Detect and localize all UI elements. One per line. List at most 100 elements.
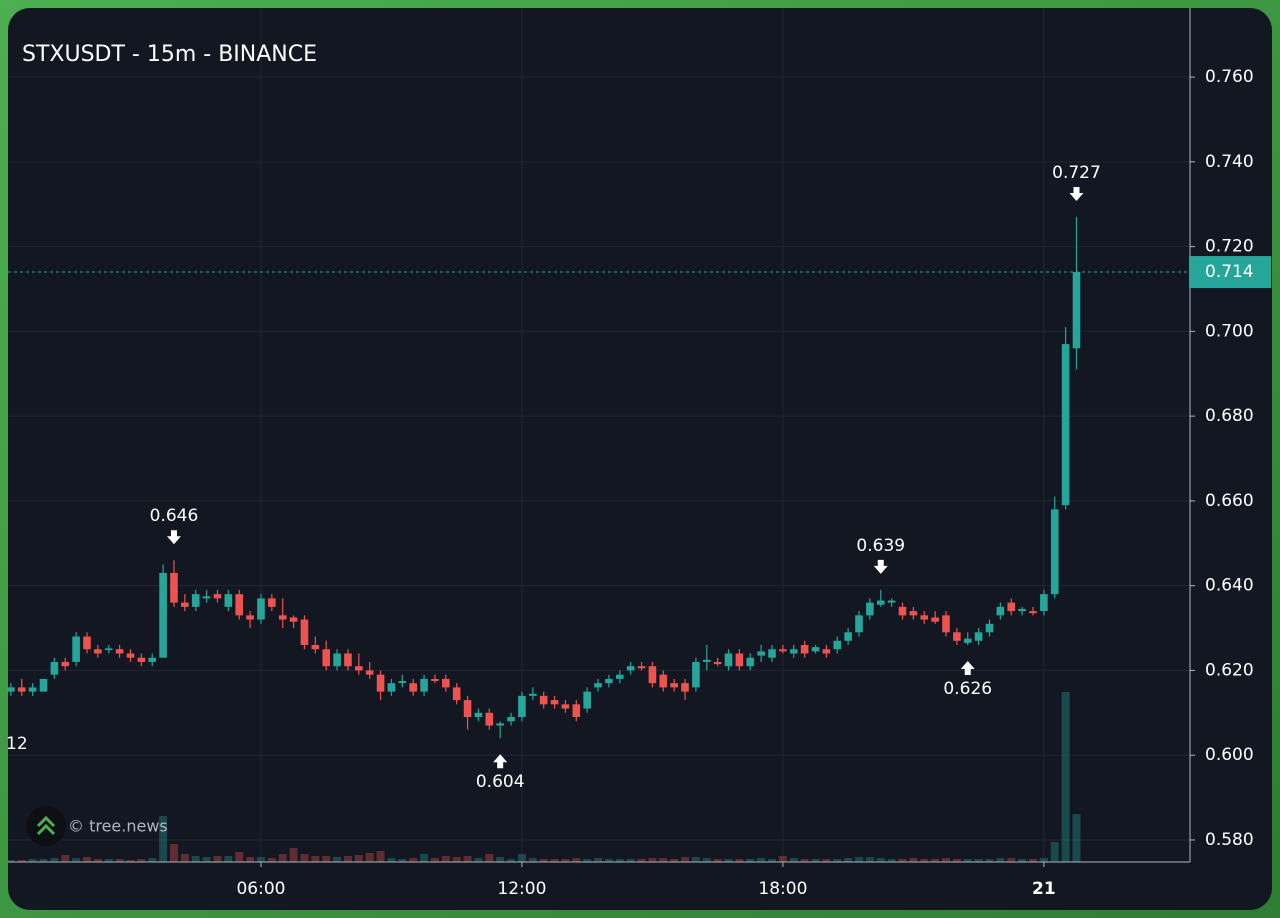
volume-bar	[93, 859, 102, 862]
candle-body	[387, 683, 396, 692]
candle-body	[355, 666, 363, 671]
volume-bar	[6, 860, 15, 862]
grid	[8, 8, 1190, 862]
candle-body	[235, 594, 244, 616]
volume-bar	[365, 853, 374, 862]
volume-bar	[452, 857, 461, 862]
candle-body	[887, 600, 896, 603]
candle-body	[17, 687, 26, 692]
candle-body	[768, 649, 776, 658]
volume-bar	[104, 859, 113, 862]
edge-label: 12	[6, 734, 28, 754]
candle-body	[844, 632, 852, 641]
candle-body	[72, 636, 80, 662]
candle-body	[181, 602, 189, 607]
y-tick-label: 0.620	[1205, 660, 1254, 680]
annotation-arrow	[166, 530, 181, 545]
volume-bar	[604, 859, 613, 862]
x-tick-label: 18:00	[758, 879, 807, 899]
candle-body	[137, 657, 146, 662]
candle-body	[1061, 344, 1070, 506]
volume-bar	[474, 858, 483, 862]
candle-body	[409, 683, 417, 692]
volume-bar	[833, 859, 842, 862]
volume-bar	[137, 859, 146, 862]
candle-body	[246, 615, 254, 620]
volume-bar	[931, 859, 940, 862]
volume-bar	[507, 859, 516, 862]
candle-body	[365, 670, 374, 675]
candle-body	[278, 615, 287, 620]
candle-body	[1018, 608, 1026, 612]
candle-body	[420, 678, 428, 692]
candle-body	[909, 611, 918, 616]
candle-body	[822, 649, 831, 654]
volume-bar	[768, 859, 777, 862]
volume-bar	[909, 858, 918, 862]
volume-bar	[61, 855, 70, 862]
volume-bar	[865, 857, 874, 862]
volume-bar	[322, 856, 331, 862]
candle-body	[920, 615, 929, 620]
volume-bar	[550, 859, 559, 862]
candle-body	[94, 649, 102, 654]
volume-bar	[169, 844, 178, 862]
volume-bar	[615, 859, 624, 862]
volume-bar	[300, 854, 309, 862]
candle-body	[311, 645, 320, 650]
x-tick-label: 21	[1032, 879, 1056, 899]
volume-bar	[333, 857, 342, 862]
volume-bar	[213, 856, 222, 862]
volume-bar	[235, 852, 244, 862]
y-tick-label: 0.580	[1205, 830, 1254, 850]
candle-body	[681, 683, 689, 692]
candle-layer	[7, 216, 1081, 739]
candle-body	[583, 691, 591, 709]
volume-bar	[354, 855, 363, 862]
volume-bar	[256, 857, 265, 862]
candle-body	[833, 640, 842, 650]
volume-bar	[702, 858, 711, 862]
candle-body	[126, 653, 135, 658]
volume-bar	[594, 858, 603, 862]
candle-body	[800, 645, 809, 654]
x-tick-label: 12:00	[497, 879, 546, 899]
volume-bar	[822, 859, 831, 862]
candle-body	[1040, 594, 1048, 612]
volume-bar	[1039, 858, 1048, 862]
volume-bar	[811, 859, 820, 862]
volume-layer	[6, 692, 1081, 862]
candle-body	[876, 600, 885, 605]
volume-bar	[920, 859, 929, 862]
candle-body	[648, 666, 657, 684]
volume-bar	[1050, 842, 1059, 862]
candle-body	[170, 572, 178, 603]
candle-body	[322, 649, 331, 667]
candle-body	[344, 653, 352, 667]
candle-body	[692, 661, 700, 688]
x-tick-label: 06:00	[236, 879, 285, 899]
volume-bar	[746, 859, 755, 862]
volume-bar	[202, 857, 211, 862]
volume-bar	[180, 854, 189, 862]
volume-bar	[343, 856, 352, 862]
volume-bar	[148, 858, 157, 862]
volume-bar	[72, 858, 81, 862]
overlay: 0.646 0.604 0.639 0.626 0.727	[8, 163, 1190, 792]
volume-bar	[561, 859, 570, 862]
volume-bar	[387, 858, 396, 862]
candle-body	[811, 647, 820, 652]
volume-bar	[82, 857, 91, 862]
volume-bar	[724, 859, 733, 862]
candle-body	[257, 598, 265, 620]
volume-bar	[855, 857, 864, 862]
watermark: © tree.news	[68, 817, 168, 836]
candle-body	[50, 661, 59, 675]
volume-bar	[311, 856, 320, 862]
annotation-arrow	[960, 661, 975, 676]
candle-body	[191, 594, 200, 607]
candle-body	[550, 700, 559, 705]
volume-bar	[637, 859, 646, 862]
volume-bar	[659, 858, 668, 862]
volume-bar	[224, 856, 233, 862]
